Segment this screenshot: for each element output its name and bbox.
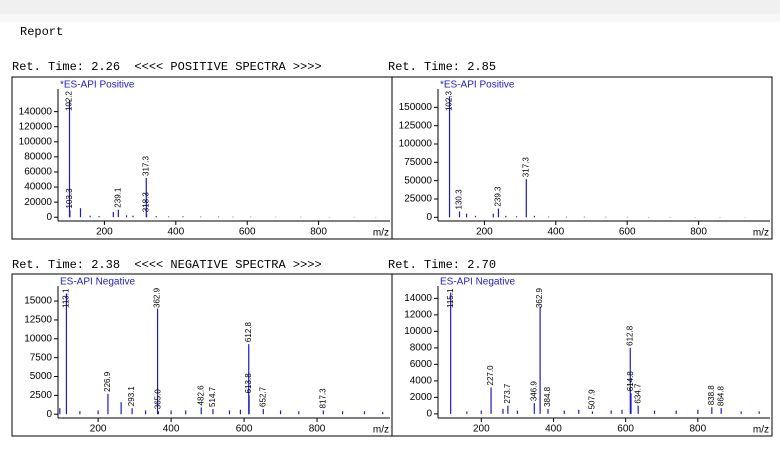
y-tick-label: 2500: [30, 390, 53, 401]
y-tick-label: 80000: [24, 152, 52, 163]
y-tick-label: 75000: [404, 157, 432, 168]
y-tick-label: 0: [426, 409, 432, 420]
chart-title: *ES-API Positive: [440, 80, 515, 91]
y-tick-label: 12500: [24, 315, 52, 326]
x-tick-label: 800: [310, 227, 327, 238]
y-tick-label: 50000: [404, 175, 432, 186]
chart-title: ES-API Negative: [60, 277, 135, 288]
ret-time-header: Ret. Time: 2.26 <<<< POSITIVE SPECTRA >>…: [12, 60, 322, 74]
y-tick-label: 140000: [19, 106, 53, 117]
peak-label: 614.8: [626, 371, 635, 392]
chart-frame: [391, 273, 773, 437]
peak-label: 362.9: [153, 287, 162, 308]
x-axis-label: m/z: [753, 228, 769, 239]
peak-label: 817.3: [318, 388, 327, 409]
peak-label: 507.9: [588, 389, 597, 410]
peak-label: 102.3: [445, 90, 454, 111]
peak-label: 613.8: [244, 373, 253, 394]
x-tick-label: 600: [236, 424, 253, 435]
chart-frame: [11, 273, 393, 437]
peak-label: 864.8: [716, 386, 725, 407]
y-tick-label: 20000: [24, 197, 52, 208]
x-tick-label: 800: [689, 424, 706, 435]
peak-label: 514.7: [208, 386, 217, 407]
y-tick-label: 125000: [399, 120, 433, 131]
top-bar: [0, 0, 780, 14]
top-bar-shade: [0, 14, 780, 22]
y-tick-label: 8000: [410, 343, 433, 354]
ret-time-header: Ret. Time: 2.85: [388, 60, 496, 74]
y-tick-label: 40000: [24, 182, 52, 193]
peak-label: 652.7: [258, 386, 267, 407]
x-tick-label: 600: [239, 227, 256, 238]
x-tick-label: 600: [619, 227, 636, 238]
peak-label: 115.1: [446, 288, 455, 308]
y-tick-label: 14000: [404, 293, 432, 304]
peak-label: 362.9: [535, 287, 544, 308]
peak-label: 113.1: [62, 288, 71, 308]
peak-label: 130.3: [455, 189, 464, 210]
x-tick-label: 400: [163, 424, 180, 435]
peak-label: 317.3: [521, 157, 530, 178]
peak-label: 634.7: [633, 383, 642, 404]
x-tick-label: 800: [690, 227, 707, 238]
y-tick-label: 60000: [24, 167, 52, 178]
y-tick-label: 7500: [30, 352, 53, 363]
peak-label: 318.3: [142, 192, 151, 213]
x-tick-label: 200: [96, 227, 113, 238]
chart-frame: [391, 76, 773, 240]
peak-label: 293.1: [127, 386, 136, 407]
chart-frame: [11, 76, 393, 240]
y-tick-label: 12000: [404, 310, 432, 321]
x-tick-label: 600: [617, 424, 634, 435]
y-tick-label: 15000: [24, 296, 52, 307]
chart-title: *ES-API Positive: [60, 80, 135, 91]
peak-label: 365.0: [153, 389, 162, 410]
y-tick-label: 4000: [410, 376, 433, 387]
x-axis-label: m/z: [753, 425, 769, 436]
x-tick-label: 400: [167, 227, 184, 238]
x-tick-label: 200: [476, 227, 493, 238]
y-tick-label: 25000: [404, 194, 432, 205]
peak-label: 239.1: [113, 187, 122, 208]
y-tick-label: 150000: [399, 102, 433, 113]
y-tick-label: 120000: [19, 121, 53, 132]
y-tick-label: 5000: [30, 371, 53, 382]
report-title: Report: [20, 25, 63, 39]
peak-label: 239.3: [494, 186, 503, 207]
y-tick-label: 0: [46, 212, 52, 223]
peak-label: 612.8: [244, 322, 253, 343]
peak-label: 226.9: [103, 371, 112, 392]
peak-label: 317.3: [141, 155, 150, 176]
peak-label: 103.3: [65, 188, 74, 209]
x-tick-label: 800: [309, 424, 326, 435]
x-tick-label: 200: [90, 424, 107, 435]
x-tick-label: 200: [473, 424, 490, 435]
peak-label: 838.8: [707, 385, 716, 406]
x-tick-label: 400: [547, 227, 564, 238]
peak-label: 227.0: [486, 365, 495, 386]
x-axis-label: m/z: [373, 228, 389, 239]
peak-label: 482.6: [196, 385, 205, 406]
chart-title: ES-API Negative: [440, 277, 515, 288]
y-tick-label: 0: [46, 409, 52, 420]
ret-time-header: Ret. Time: 2.70: [388, 258, 496, 272]
y-tick-label: 100000: [19, 136, 53, 147]
peak-label: 384.8: [543, 386, 552, 407]
y-tick-label: 10000: [404, 326, 432, 337]
peak-label: 273.7: [503, 383, 512, 404]
y-tick-label: 2000: [410, 392, 433, 403]
peak-label: 102.2: [65, 90, 74, 111]
y-tick-label: 100000: [399, 139, 433, 150]
x-axis-label: m/z: [373, 425, 389, 436]
y-tick-label: 6000: [410, 359, 433, 370]
peak-label: 346.9: [529, 381, 538, 402]
y-tick-label: 10000: [24, 333, 52, 344]
ret-time-header: Ret. Time: 2.38 <<<< NEGATIVE SPECTRA >>…: [12, 258, 322, 272]
x-tick-label: 400: [545, 424, 562, 435]
y-tick-label: 0: [426, 212, 432, 223]
peak-label: 612.8: [625, 325, 634, 346]
